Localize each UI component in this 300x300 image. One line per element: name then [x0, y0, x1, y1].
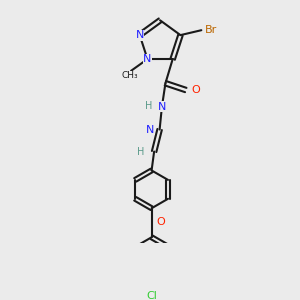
Text: N: N [158, 102, 166, 112]
Text: CH₃: CH₃ [122, 71, 138, 80]
Text: N: N [143, 54, 152, 64]
Text: N: N [146, 124, 154, 134]
Text: H: H [137, 146, 145, 157]
Text: Br: Br [205, 25, 217, 35]
Text: H: H [145, 101, 152, 111]
Text: N: N [136, 30, 144, 40]
Text: O: O [157, 217, 166, 227]
Text: O: O [191, 85, 200, 94]
Text: Cl: Cl [146, 291, 157, 300]
